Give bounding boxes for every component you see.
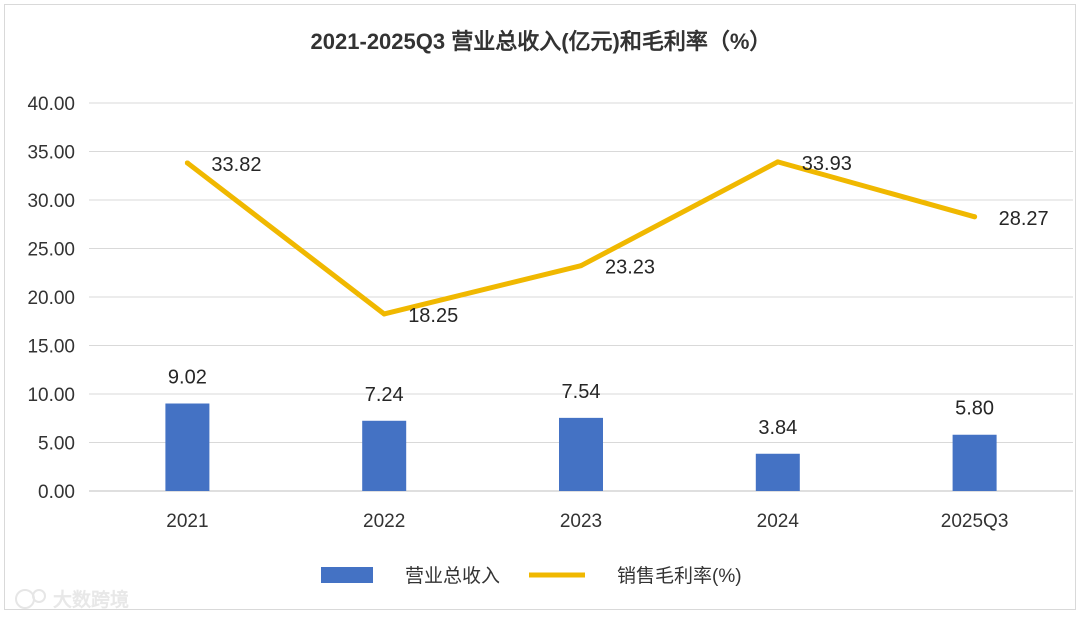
y-tick-label: 20.00 (27, 288, 75, 309)
y-axis: 0.00 5.00 10.00 15.00 20.00 25.00 30.00 35.00 40… (27, 94, 75, 503)
y-tick-label: 0.00 (38, 482, 75, 503)
y-tick-label: 30.00 (27, 191, 75, 212)
y-tick-label: 25.00 (27, 240, 75, 261)
x-tick-label: 2024 (757, 511, 800, 532)
x-tick-label: 2022 (363, 511, 405, 532)
line-data-label: 23.23 (605, 257, 655, 279)
bar-data-label: 5.80 (955, 398, 994, 420)
grid-lines (89, 102, 1073, 492)
line-path (184, 159, 978, 317)
x-axis: 2021 2022 2023 2024 2025Q3 (166, 511, 1008, 532)
bar-data-label: 7.24 (365, 384, 404, 406)
y-tick-label: 15.00 (27, 337, 75, 358)
line-point (381, 311, 387, 317)
chart-frame: 2021-2025Q3 营业总收入(亿元)和毛利率（%） 0.00 5.00 10.… (4, 4, 1076, 611)
line-data-label: 18.25 (408, 305, 458, 327)
bar (559, 417, 603, 491)
chart-svg: 2021-2025Q3 营业总收入(亿元)和毛利率（%） 0.00 5.00 10.… (15, 29, 1073, 611)
bar-series: 9.02 7.24 7.54 3.84 5.80 (165, 367, 997, 491)
line-point (775, 159, 781, 165)
legend: 营业总收入 销售毛利率(%) (321, 565, 742, 587)
y-tick-label: 35.00 (27, 143, 75, 164)
watermark: 大数跨境 (15, 588, 129, 611)
legend-swatch-bar (321, 567, 373, 583)
bar (165, 403, 210, 491)
y-tick-label: 5.00 (38, 434, 75, 455)
chart-title: 2021-2025Q3 营业总收入(亿元)和毛利率（%） (311, 29, 772, 54)
bar (952, 434, 997, 491)
line-point (578, 263, 584, 269)
line-point (184, 160, 190, 166)
bar-data-label: 3.84 (758, 417, 797, 439)
x-tick-label: 2023 (560, 511, 602, 532)
x-tick-label: 2025Q3 (941, 511, 1009, 532)
watermark-logo-icon (15, 589, 35, 609)
legend-label-revenue: 营业总收入 (405, 565, 500, 587)
y-tick-label: 40.00 (27, 94, 75, 115)
bar-data-label: 9.02 (168, 367, 207, 389)
line-series: 33.82 18.25 23.23 33.93 28.27 (184, 153, 1049, 327)
bar (362, 420, 407, 491)
x-tick-label: 2021 (166, 511, 208, 532)
watermark-text: 大数跨境 (53, 588, 129, 611)
line-data-label: 28.27 (999, 208, 1049, 230)
y-tick-label: 10.00 (27, 385, 75, 406)
legend-label-margin: 销售毛利率(%) (617, 565, 742, 587)
line-data-label: 33.82 (211, 154, 261, 176)
line-point (972, 214, 978, 220)
line-data-label: 33.93 (802, 153, 852, 175)
bar (755, 453, 800, 491)
bar-data-label: 7.54 (562, 381, 601, 403)
